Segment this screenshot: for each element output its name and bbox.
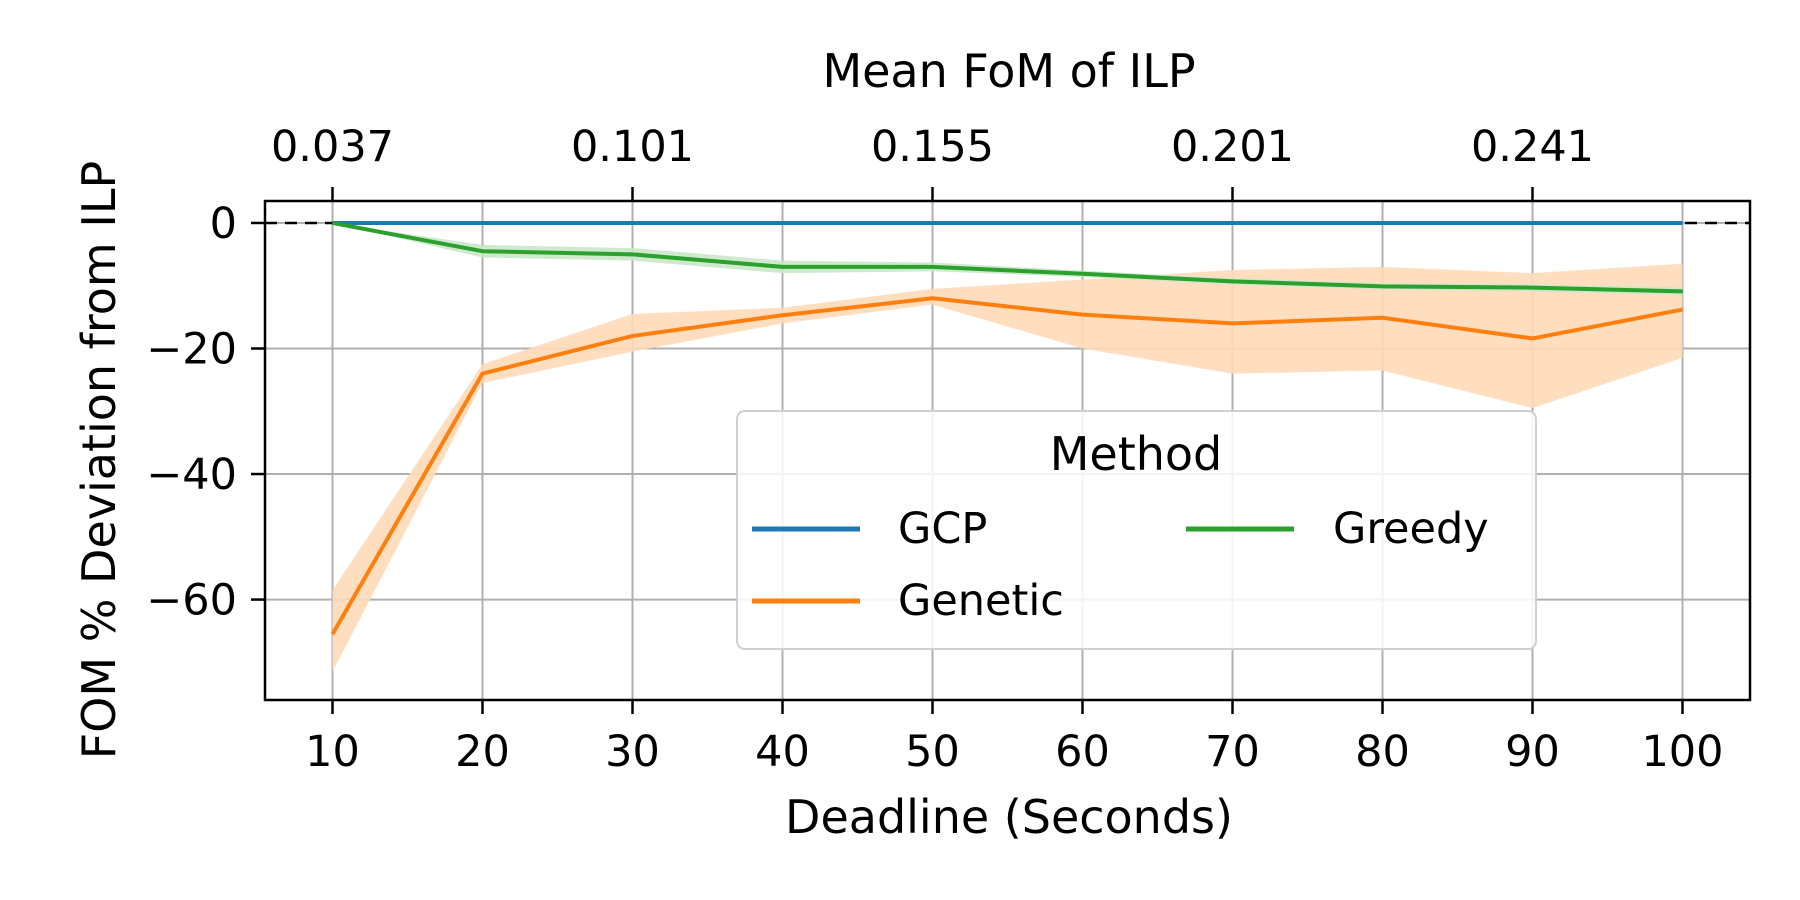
point-genetic bbox=[1382, 317, 1383, 319]
point-gcp bbox=[1232, 222, 1233, 224]
plot-frame bbox=[263, 199, 1752, 702]
point-genetic bbox=[782, 314, 783, 316]
series-lines bbox=[330, 220, 1683, 636]
point-gcp bbox=[1082, 222, 1083, 224]
x-tick-label: 100 bbox=[1641, 727, 1723, 777]
point-genetic bbox=[1532, 337, 1533, 339]
top-tick-label: 0.101 bbox=[571, 122, 694, 172]
point-greedy bbox=[1682, 290, 1683, 292]
point-greedy bbox=[932, 266, 933, 268]
point-genetic bbox=[932, 297, 933, 299]
x-tick-label: 40 bbox=[755, 727, 810, 777]
point-genetic bbox=[1232, 322, 1233, 324]
legend-title: Method bbox=[1050, 427, 1223, 481]
point-genetic bbox=[1082, 314, 1083, 316]
top-tick-label: 0.241 bbox=[1471, 122, 1594, 172]
point-gcp bbox=[782, 222, 783, 224]
legend-label-gcp: GCP bbox=[898, 504, 987, 554]
point-genetic bbox=[632, 335, 633, 337]
point-gcp bbox=[1382, 222, 1383, 224]
point-genetic bbox=[1682, 309, 1683, 311]
point-gcp bbox=[1682, 222, 1683, 224]
legend-box bbox=[736, 410, 1537, 650]
top-tick-label: 0.201 bbox=[1171, 122, 1294, 172]
x-tick-label: 10 bbox=[305, 727, 360, 777]
x-tick-label: 80 bbox=[1355, 727, 1410, 777]
x-tick-label: 90 bbox=[1505, 727, 1560, 777]
x-tick-label: 30 bbox=[605, 727, 660, 777]
point-greedy bbox=[632, 253, 633, 255]
x-tick-label: 70 bbox=[1205, 727, 1260, 777]
y-tick-label: −20 bbox=[146, 325, 237, 375]
y-tick-label: 0 bbox=[210, 199, 237, 249]
point-greedy bbox=[482, 250, 483, 252]
x-tick-label: 50 bbox=[905, 727, 960, 777]
point-gcp bbox=[482, 222, 483, 224]
axis-ticks: 10 20 30 40 50 60 70 80 90 100 0 −20 −40 −60 0.037 0.10… bbox=[146, 122, 1723, 777]
x-tick-label: 20 bbox=[455, 727, 510, 777]
point-genetic bbox=[482, 373, 483, 375]
legend-label-greedy: Greedy bbox=[1333, 504, 1489, 554]
point-greedy bbox=[1382, 285, 1383, 287]
line-genetic bbox=[330, 296, 1683, 636]
point-gcp bbox=[632, 222, 633, 224]
y-tick-label: −40 bbox=[146, 450, 237, 500]
y-axis-title: FOM % Deviation from ILP bbox=[72, 161, 126, 760]
top-axis-title: Mean FoM of ILP bbox=[822, 44, 1195, 98]
point-genetic bbox=[332, 633, 333, 635]
point-gcp bbox=[932, 222, 933, 224]
line-greedy bbox=[332, 221, 1683, 294]
legend-label-genetic: Genetic bbox=[898, 576, 1064, 626]
band-genetic bbox=[332, 263, 1683, 672]
legend: Method GCP Genetic Greedy bbox=[736, 410, 1537, 650]
point-greedy bbox=[1532, 287, 1533, 289]
y-tick-label: −60 bbox=[146, 576, 237, 626]
point-gcp bbox=[1532, 222, 1533, 224]
top-tick-label: 0.037 bbox=[271, 122, 394, 172]
point-greedy bbox=[1082, 273, 1083, 275]
x-axis-title: Deadline (Seconds) bbox=[785, 790, 1233, 844]
point-greedy bbox=[1232, 280, 1233, 282]
top-tick-label: 0.155 bbox=[871, 122, 994, 172]
x-tick-label: 60 bbox=[1055, 727, 1110, 777]
point-greedy bbox=[332, 222, 333, 224]
point-greedy bbox=[782, 266, 783, 268]
